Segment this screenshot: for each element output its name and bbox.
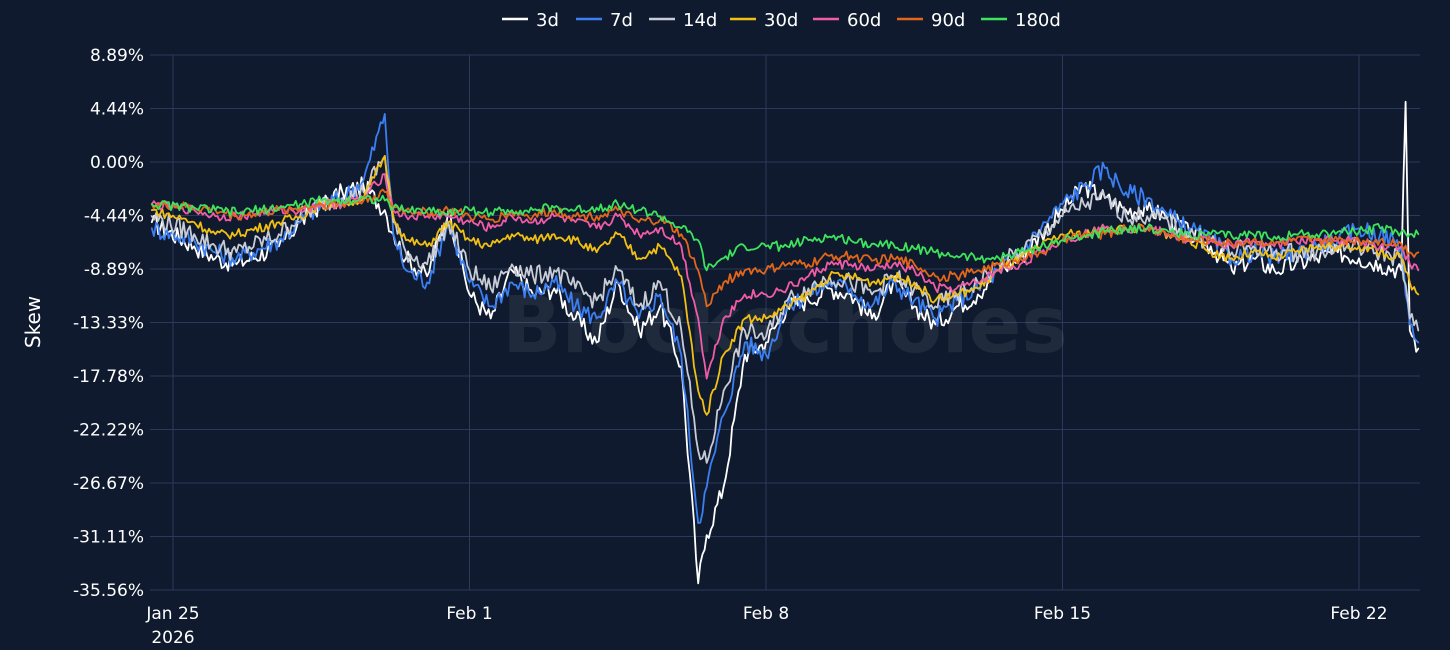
x-tick-label: Feb 1 xyxy=(446,604,492,624)
watermark-text: Blockscholes xyxy=(502,281,1068,371)
y-axis-title: Skew xyxy=(21,296,45,348)
legend-item-14d[interactable]: 14d xyxy=(649,10,717,31)
series-line-30d xyxy=(150,155,1420,416)
x-tick-label: Jan 25 xyxy=(145,604,199,624)
y-axis: 8.89% 4.44% 0.00% -4.44% -8.89% -13.33% -17.78… xyxy=(73,46,144,601)
y-tick-label: -8.89% xyxy=(84,260,144,280)
y-tick-label: -35.56% xyxy=(73,581,144,601)
series-line-180d xyxy=(150,194,1420,272)
y-tick-label: -26.67% xyxy=(73,474,144,494)
y-tick-label: 0.00% xyxy=(90,153,144,173)
legend-item-180d[interactable]: 180d xyxy=(981,10,1061,31)
legend-label: 3d xyxy=(536,10,559,31)
y-tick-label: -13.33% xyxy=(73,313,144,333)
x-tick-label: Feb 15 xyxy=(1034,604,1091,624)
y-tick-label: -22.22% xyxy=(73,420,144,440)
x-tick-label: Feb 22 xyxy=(1330,604,1387,624)
y-tick-label: 4.44% xyxy=(90,100,144,120)
x-axis: Jan 25 2026 Feb 1 Feb 8 Feb 15 Feb 22 xyxy=(145,604,1387,648)
series-line-90d xyxy=(150,188,1420,308)
series-lines xyxy=(150,100,1420,585)
legend-item-7d[interactable]: 7d xyxy=(576,10,633,31)
legend-label: 180d xyxy=(1015,10,1061,31)
legend-item-60d[interactable]: 60d xyxy=(813,10,881,31)
legend-item-3d[interactable]: 3d xyxy=(502,10,559,31)
y-tick-label: -31.11% xyxy=(73,527,144,547)
legend-item-90d[interactable]: 90d xyxy=(897,10,965,31)
legend-label: 30d xyxy=(764,10,798,31)
legend-label: 7d xyxy=(610,10,633,31)
y-tick-label: -17.78% xyxy=(73,367,144,387)
x-tick-sublabel: 2026 xyxy=(151,628,194,648)
legend[interactable]: 3d 7d 14d 30d 60d 90d 180d xyxy=(502,10,1061,31)
legend-label: 90d xyxy=(931,10,965,31)
y-tick-label: -4.44% xyxy=(84,206,144,226)
series-line-7d xyxy=(150,113,1420,524)
grid xyxy=(150,54,1420,591)
watermark: Blockscholes xyxy=(502,281,1068,371)
y-tick-label: 8.89% xyxy=(90,46,144,66)
x-tick-label: Feb 8 xyxy=(743,604,789,624)
legend-label: 14d xyxy=(683,10,717,31)
legend-item-30d[interactable]: 30d xyxy=(730,10,798,31)
legend-label: 60d xyxy=(847,10,881,31)
